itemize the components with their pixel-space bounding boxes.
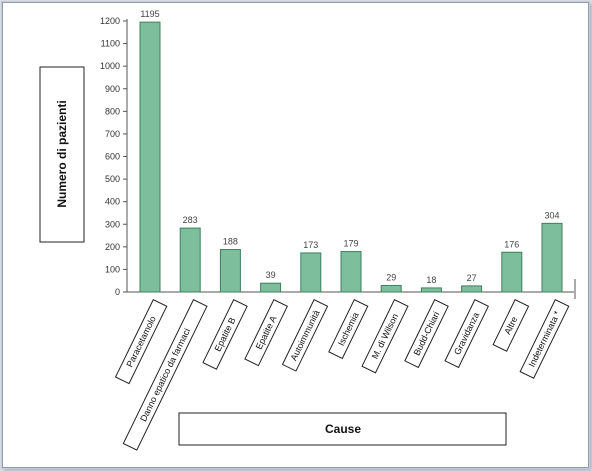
category-label-frame — [404, 299, 449, 369]
bar-value-label: 188 — [223, 237, 238, 247]
category-label-frame — [444, 299, 490, 369]
bar — [300, 252, 322, 293]
bar-value-label: 176 — [504, 239, 519, 249]
bar — [139, 21, 161, 293]
category-label-frame — [328, 299, 369, 360]
category-label-frame — [122, 299, 208, 451]
bar-value-label: 179 — [343, 239, 358, 249]
category-label-frame — [244, 299, 289, 367]
bar — [380, 284, 402, 293]
category-label-box: Indeterminata * — [519, 299, 570, 379]
category-label-box: Gravidanza — [444, 299, 490, 369]
category-label-box: M. di Wilson — [361, 299, 409, 374]
x-axis-title: Cause — [325, 422, 361, 436]
bar — [260, 282, 282, 293]
category-label: Paracetamolo — [124, 315, 157, 369]
bar — [541, 222, 563, 293]
category-label-frame — [114, 299, 168, 385]
bar — [501, 251, 523, 293]
y-tick-label: 600 — [105, 152, 120, 162]
category-label-box: Epatite A — [244, 299, 289, 367]
bar-value-label: 304 — [544, 210, 559, 220]
category-label-box: Epatite B — [202, 299, 248, 370]
category-label-box: Ischemia — [328, 299, 369, 360]
category-label-box: Altre — [492, 299, 530, 352]
category-label-frame — [281, 299, 329, 372]
category-label-frame — [492, 299, 530, 352]
bar — [219, 249, 241, 293]
y-tick-label: 0 — [115, 287, 120, 297]
x-axis-title-box: Cause — [178, 412, 507, 446]
bar-value-label: 283 — [183, 215, 198, 225]
y-axis: 0 100 200 300 400 500 600 700 800 900 1000 1100 1200 — [100, 16, 576, 299]
y-axis-title-box: Numero di pazienti — [39, 66, 85, 243]
y-tick-label: 200 — [105, 242, 120, 252]
bar — [461, 285, 483, 293]
bar — [179, 227, 201, 293]
bar-chart: 0 100 200 300 400 500 600 700 800 900 1000 1100 1200… — [39, 9, 576, 451]
y-tick-label: 100 — [105, 264, 120, 274]
y-tick-label: 800 — [105, 106, 120, 116]
y-tick-label: 1000 — [100, 61, 120, 71]
bars: 1195 283 188 39 173 179 29 18 27 176 304 — [139, 9, 563, 293]
y-tick-label: 1100 — [101, 39, 120, 49]
bar-value-label: 29 — [386, 272, 396, 282]
bar — [340, 251, 362, 293]
y-tick-label: 500 — [105, 174, 120, 184]
y-axis-title: Numero di pazienti — [55, 100, 69, 207]
bar-value-label: 173 — [303, 240, 318, 250]
y-tick-label: 1200 — [100, 16, 120, 26]
bar-value-label: 27 — [467, 273, 477, 283]
y-tick-label: 700 — [105, 129, 120, 139]
category-label: Indeterminata * — [527, 309, 563, 369]
category-label-frame — [202, 299, 248, 370]
y-tick-label: 300 — [105, 219, 120, 229]
bar — [420, 287, 442, 293]
bar-value-label: 1195 — [140, 9, 159, 19]
bar-value-label: 18 — [426, 275, 436, 285]
category-label-frame — [361, 299, 409, 374]
category-label: Autoimmunità — [288, 308, 321, 362]
category-label-frame — [519, 299, 570, 379]
y-tick-label: 900 — [105, 84, 120, 94]
bar-value-label: 39 — [266, 270, 276, 280]
category-label-box: Budd-Chiari — [404, 299, 449, 369]
category-label-box: Autoimmunità — [281, 299, 329, 372]
y-tick-label: 400 — [105, 197, 120, 207]
